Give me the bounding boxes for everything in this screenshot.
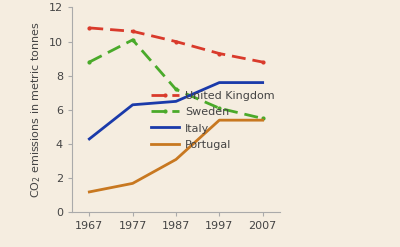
Portugal	[174, 158, 178, 161]
United Kingdom	[130, 30, 135, 33]
Line: Portugal: Portugal	[89, 120, 263, 192]
Line: United Kingdom: United Kingdom	[86, 25, 266, 65]
Sweden	[217, 107, 222, 110]
Legend: United Kingdom, Sweden, Italy, Portugal: United Kingdom, Sweden, Italy, Portugal	[152, 90, 274, 150]
United Kingdom	[174, 40, 178, 43]
Italy	[217, 81, 222, 84]
Line: Sweden: Sweden	[86, 37, 266, 121]
Portugal	[87, 190, 92, 193]
Portugal	[130, 182, 135, 185]
Portugal	[217, 119, 222, 122]
Italy	[130, 103, 135, 106]
Italy	[260, 81, 265, 84]
Sweden	[130, 38, 135, 41]
Y-axis label: CO$_2$ emissions in metric tonnes: CO$_2$ emissions in metric tonnes	[30, 22, 43, 198]
United Kingdom	[87, 26, 92, 29]
United Kingdom	[217, 52, 222, 55]
Sweden	[87, 61, 92, 63]
Line: Italy: Italy	[89, 82, 263, 139]
Sweden	[260, 117, 265, 120]
Italy	[87, 138, 92, 141]
Sweden	[174, 88, 178, 91]
Italy	[174, 100, 178, 103]
Portugal	[260, 119, 265, 122]
United Kingdom	[260, 61, 265, 63]
